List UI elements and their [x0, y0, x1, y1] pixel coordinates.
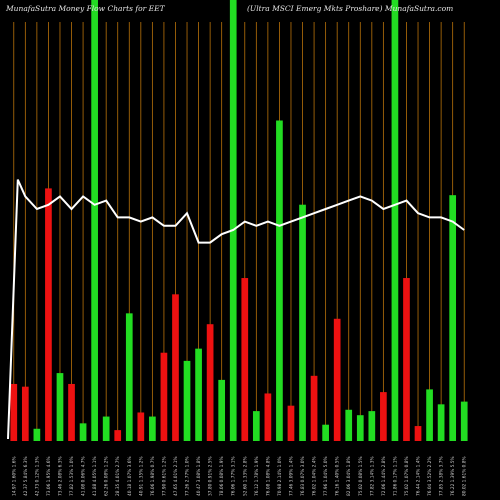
bars	[10, 0, 468, 442]
money-flow-bar	[368, 411, 376, 441]
x-tick-label: 73.46 2.08% 6.3%	[57, 456, 63, 496]
x-tick-label: 76.16 1.40% 0.5%	[335, 456, 341, 496]
x-tick-label: 77.90 0.61% 1.2%	[161, 456, 167, 496]
money-flow-bar	[160, 352, 168, 441]
x-tick-label: 76.44 2.14% 1.4%	[416, 456, 422, 496]
x-tick-label: 76.06 1.98% 0.7%	[150, 456, 156, 496]
money-flow-bar	[356, 415, 364, 441]
money-flow-bar	[299, 204, 306, 441]
x-tick-label: 77.46 3.09% 1.4%	[288, 456, 294, 496]
x-tick-label: 75.02 0.08% 1.5%	[358, 456, 364, 496]
x-tick-label: 37.80 0.91% 2.5%	[208, 456, 214, 496]
x-tick-label: 40.18 1.07% 3.6%	[127, 456, 133, 496]
x-tick-label: 77.82 3.14% 1.3%	[369, 456, 375, 496]
money-flow-bar	[21, 386, 29, 441]
money-flow-bar	[276, 120, 283, 442]
x-tick-label: 41.88 4.05% 1.1%	[92, 456, 98, 496]
money-flow-bar	[437, 404, 445, 441]
x-tick-label: 28.35 4.01% 2.7%	[115, 456, 121, 496]
price-line	[7, 179, 465, 440]
x-tick-label: 73.06 1.95% 4.6%	[46, 456, 52, 496]
money-flow-bar	[264, 393, 272, 441]
money-flow-bar	[322, 424, 329, 441]
money-flow-bar	[102, 416, 110, 441]
x-tick-label: 77.26 2.77% 1.0%	[185, 456, 191, 496]
money-flow-bar	[414, 426, 422, 441]
x-tick-label: 82.06 3.04% 1.8%	[346, 456, 352, 496]
money-flow-bar	[56, 373, 64, 441]
money-flow-bar	[195, 348, 202, 441]
x-tick-label: 78.06 0.08% 1.9%	[219, 456, 225, 496]
x-tick-label: 76.04 3.52% 2.2%	[427, 456, 433, 496]
x-tick-label: 76.06 1.77% 3.1%	[231, 456, 237, 496]
money-flow-bar	[149, 416, 156, 441]
x-tick-label: 76.83 0.07% 3.0%	[300, 456, 306, 496]
money-flow-bar	[460, 401, 468, 441]
x-tick-label: 62.26 0.08% 1.2%	[104, 456, 110, 496]
x-tick-label: 40.91 1.35% 1.2%	[138, 456, 144, 496]
x-tick-label: 70.98 2.14% 1.0%	[277, 456, 283, 496]
money-flow-bar	[68, 383, 75, 441]
x-tick-label: 47.65 4.01% 2.1%	[173, 456, 179, 496]
x-tick-label: 14.97 1.60% 1.6%	[11, 456, 17, 496]
x-tick-label: 77.82 1.53% 1.0%	[69, 456, 75, 496]
money-flow-bar	[449, 195, 457, 441]
money-flow-bar	[125, 313, 133, 441]
x-tick-label: 52.60 1.33% 2.8%	[242, 456, 248, 496]
chart-title-left: MunafaSutra Money Flow Charts for EET	[5, 4, 166, 13]
money-flow-bar	[241, 278, 249, 441]
money-flow-bar	[391, 0, 399, 441]
money-flow-bar	[45, 188, 52, 441]
money-flow-bar	[403, 278, 410, 441]
x-tick-label: 71.86 0.17% 1.1%	[392, 456, 398, 496]
x-tick-label: 75.02 1.07% 0.8%	[404, 456, 410, 496]
money-flow-bar	[137, 412, 145, 441]
money-flow-bar	[79, 423, 87, 441]
money-flow-bar	[206, 324, 214, 441]
x-tick-label: 76.02 1.04% 2.4%	[312, 456, 318, 496]
x-tick-label: 76.12 1.78% 1.9%	[254, 456, 260, 496]
x-tick-label: 42.37 5.84% 6.3%	[23, 456, 29, 496]
money-flow-bar	[252, 411, 260, 441]
money-flow-bar	[287, 405, 295, 441]
x-tick-label: 42.73 0.12% 1.3%	[34, 456, 40, 496]
x-tick-label: 76.22 1.39% 5.5%	[450, 456, 456, 496]
money-flow-bar	[426, 389, 433, 441]
money-flow-bar	[172, 294, 179, 441]
x-tick-label: 77.85 2.38% 3.7%	[439, 456, 445, 496]
money-flow-bar	[380, 392, 387, 441]
chart-title-right: (Ultra MSCI Emerg Mkts Proshare) MunafaS…	[247, 4, 453, 13]
x-tick-label: 40.47 3.08% 1.8%	[196, 456, 202, 496]
money-flow-bar	[183, 360, 191, 441]
money-flow-bar	[310, 375, 318, 441]
money-flow-bar	[218, 379, 226, 441]
money-flow-bar	[114, 430, 122, 441]
money-flow-bar	[229, 0, 237, 441]
x-tick-labels: 14.97 1.60% 1.6% 42.37 5.84% 6.3% 42.73 0.…	[11, 456, 467, 496]
money-flow-bar	[33, 428, 41, 441]
money-flow-bar	[91, 0, 98, 441]
money-flow-bar	[345, 409, 353, 441]
money-flow-bar	[333, 318, 341, 441]
x-tick-label: 77.96 1.04% 5.0%	[323, 456, 329, 496]
x-tick-label: 41.08 0.06% 4.7%	[81, 456, 87, 496]
x-tick-label: 72.06 1.44% 2.8%	[381, 456, 387, 496]
money-flow-bar	[10, 383, 18, 441]
x-tick-label: 80.02 1.61% 0.8%	[462, 456, 468, 496]
x-tick-label: 76.08 1.08% 4.8%	[265, 456, 271, 496]
